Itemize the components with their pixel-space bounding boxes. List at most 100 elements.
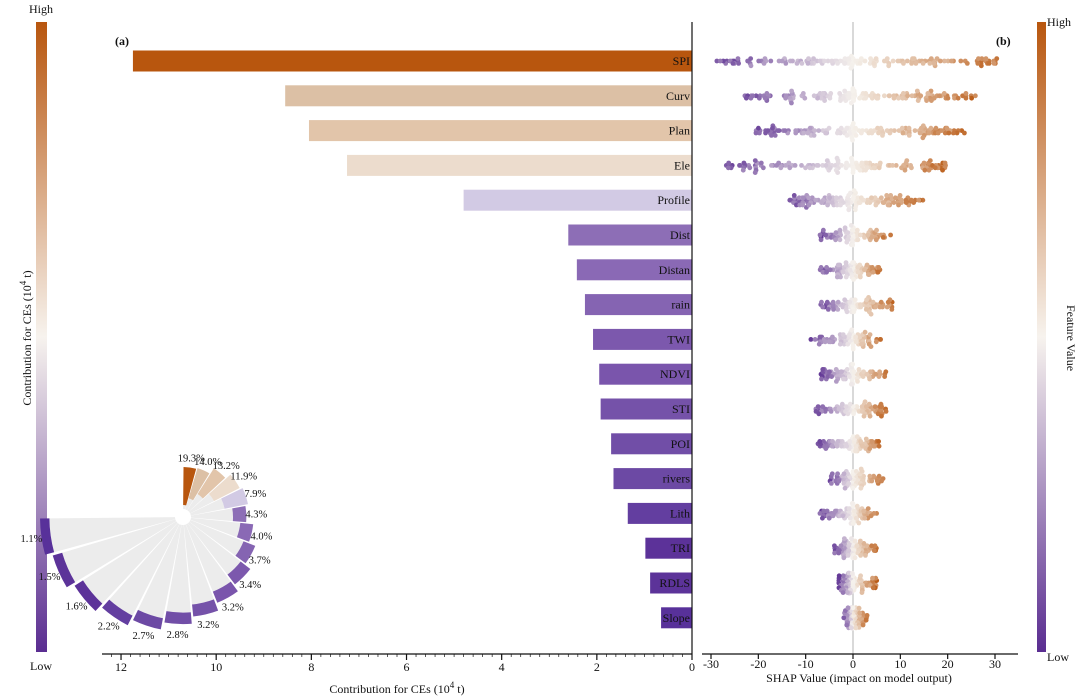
beeswarm-dot (868, 56, 873, 61)
inset-track (166, 524, 191, 613)
beeswarm-dot (859, 590, 865, 595)
beeswarm-dot (816, 411, 822, 417)
beeswarm-dot (860, 443, 865, 449)
beeswarm-dot (874, 227, 879, 233)
beeswarm-dot (787, 197, 793, 203)
beeswarm-dot (891, 200, 897, 206)
beeswarm-dot (887, 130, 893, 136)
beeswarm-dot (811, 56, 816, 61)
beeswarm-dot (741, 160, 747, 166)
beeswarm-dot (779, 58, 785, 64)
beeswarm-dot (952, 95, 957, 101)
beeswarm-dot (853, 133, 859, 138)
beeswarm-dot (768, 163, 774, 168)
beeswarm-dot (823, 232, 829, 238)
beeswarm-dot (843, 404, 849, 409)
beeswarm-dot (867, 332, 873, 337)
beeswarm-dot (837, 227, 843, 233)
beeswarm-dot (762, 95, 768, 101)
bar-rdls (650, 572, 692, 594)
beeswarm-row-twi (808, 327, 883, 352)
beeswarm-dot (717, 58, 723, 64)
beeswarm-row-ele (723, 155, 948, 176)
beeswarm-dot (842, 225, 848, 231)
beeswarm-dot (861, 267, 867, 273)
beeswarm-dot (945, 58, 951, 64)
beeswarm-dot (825, 58, 831, 64)
beeswarm-dot (883, 409, 889, 414)
beeswarm-dot (873, 304, 878, 310)
beeswarm-dot (909, 93, 915, 99)
beeswarm-dot (869, 195, 874, 201)
bar-label-lith: Lith (670, 506, 690, 520)
beeswarm-dot (761, 61, 767, 66)
x-tick-label: 10 (210, 660, 222, 674)
beeswarm-dot (864, 371, 870, 377)
beeswarm-dot (872, 543, 878, 549)
right-colorbar-high-label: High (1047, 15, 1071, 29)
inset-label-7: 4.0% (250, 531, 272, 542)
beeswarm-dot (806, 56, 811, 61)
beeswarm-dot (846, 91, 852, 96)
inset-label-12: 2.8% (167, 630, 189, 641)
beeswarm-dot (758, 160, 764, 166)
beeswarm-dot (861, 541, 867, 546)
inset-track (183, 524, 214, 605)
beeswarm-dot (889, 307, 895, 312)
bar-distan (576, 259, 692, 281)
beeswarm-dot (850, 485, 856, 491)
beeswarm-dot (793, 130, 799, 136)
beeswarm-dot (872, 404, 878, 409)
beeswarm-dot (863, 167, 868, 173)
beeswarm-dot (824, 299, 830, 305)
beeswarm-dot (832, 543, 837, 549)
beeswarm-dot (850, 86, 856, 91)
beeswarm-dot (896, 95, 901, 101)
beeswarm-dot (945, 95, 951, 101)
right-colorbar: High Low Feature Value (1037, 15, 1078, 664)
beeswarm-dot (857, 167, 863, 173)
beeswarm-dot (899, 125, 905, 131)
inset-track (137, 524, 182, 619)
beeswarm-dot (950, 130, 956, 136)
beeswarm-dot (880, 200, 886, 206)
beeswarm-dot (913, 61, 919, 66)
beeswarm-dot (900, 95, 905, 101)
beeswarm-dot (828, 409, 834, 414)
beeswarm-dot (864, 583, 870, 588)
beeswarm-dot (822, 339, 828, 345)
beeswarm-dot (918, 93, 924, 99)
beeswarm-dot (852, 207, 858, 213)
bar-tri (645, 537, 692, 559)
inset-label-13: 2.7% (132, 631, 154, 642)
beeswarm-dot (851, 374, 856, 379)
beeswarm-dot (852, 555, 858, 561)
beeswarm-dot (824, 158, 830, 164)
beeswarm-dot (905, 93, 911, 99)
beeswarm-dot (753, 93, 759, 99)
beeswarm-dot (828, 91, 834, 96)
beeswarm-dot (855, 265, 861, 270)
beeswarm-dot (834, 155, 840, 161)
beeswarm-dot (835, 439, 841, 444)
right-colorbar-axis-label: Feature Value (1064, 305, 1078, 371)
beeswarm-dot (841, 615, 847, 621)
beeswarm-dot (888, 193, 894, 198)
beeswarm-dot (805, 130, 811, 136)
beeswarm-dot (735, 56, 741, 61)
beeswarm-dot (986, 61, 992, 66)
left-colorbar-axis-label: Contribution for CEs (104 t) (18, 270, 34, 405)
beeswarm-dot (748, 56, 754, 61)
beeswarm-dot (828, 481, 834, 486)
beeswarm-dot (787, 165, 793, 171)
beeswarm-row-lith (817, 501, 880, 526)
panel-a-x-axis-label: Contribution for CEs (104 t) (329, 680, 464, 696)
beeswarm-dot (800, 202, 806, 208)
beeswarm-dot (870, 299, 876, 305)
beeswarm-dot (958, 58, 964, 64)
beeswarm-dot (880, 235, 886, 240)
beeswarm-dot (868, 93, 874, 99)
beeswarm-dot (846, 506, 852, 511)
inset-label-1: 19.3% (178, 454, 205, 465)
beeswarm-dot (890, 58, 896, 64)
